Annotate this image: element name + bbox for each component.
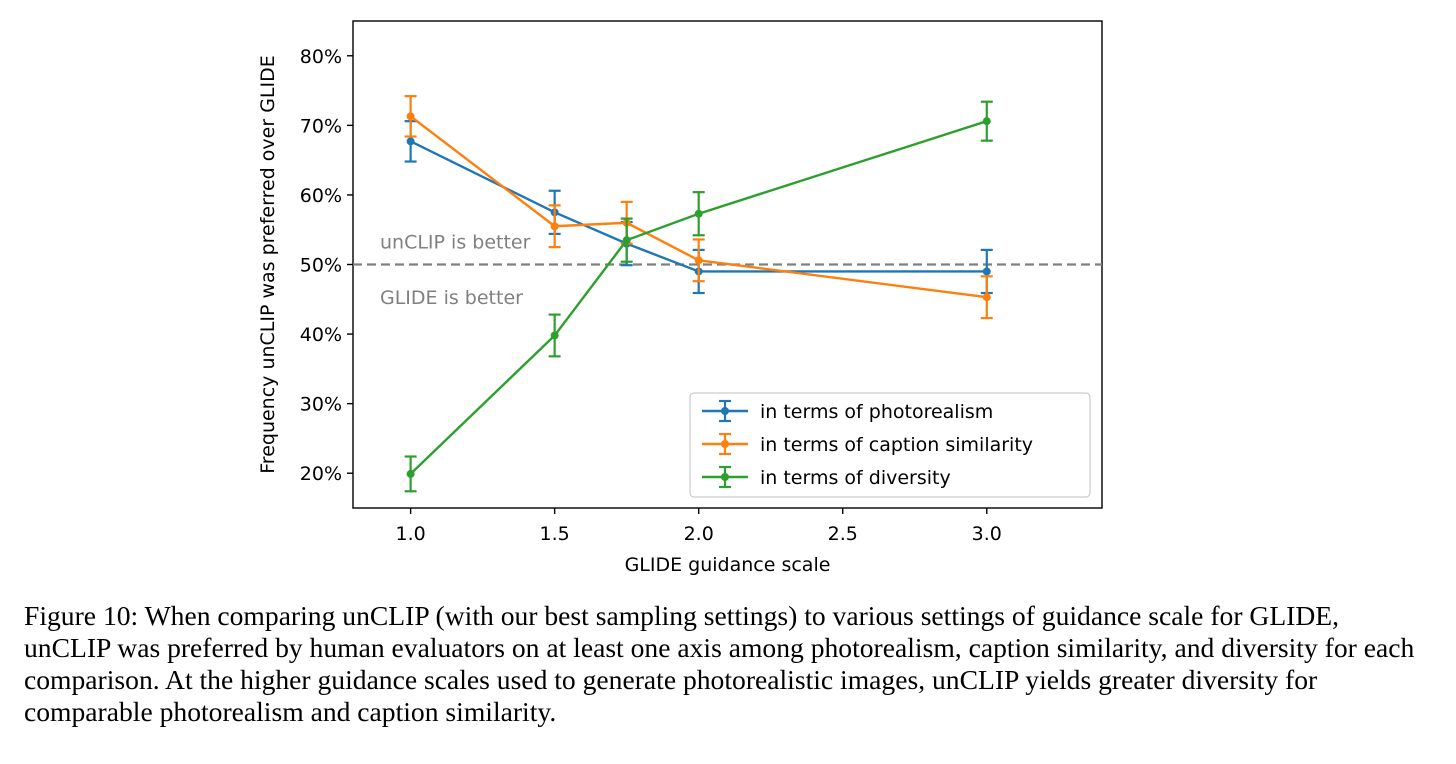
chart: 20% 30% 40% 50% 60% 70% 80% 1.0 1.5 2.0 2.5 3.0 GLID…	[257, 20, 1103, 576]
x-tick-label: 3.0	[972, 523, 1002, 545]
legend-box	[689, 392, 1091, 498]
y-tick-label: 50%	[300, 255, 342, 277]
legend-entry-label: in terms of diversity	[760, 467, 951, 489]
annotation-label: GLIDE is better	[380, 287, 523, 309]
figure-caption: Figure 10: When comparing unCLIP (with o…	[24, 600, 1415, 727]
x-tick-label: 2.0	[684, 523, 714, 545]
y-tick-label: 40%	[300, 324, 342, 346]
y-tick-label: 60%	[300, 185, 342, 207]
data-point	[550, 331, 559, 340]
x-tick-label: 1.0	[396, 523, 426, 545]
annotation-label: unCLIP is better	[380, 232, 531, 254]
legend-swatch-marker	[721, 440, 729, 448]
data-point	[694, 209, 703, 218]
x-axis-label: GLIDE guidance scale	[625, 554, 831, 576]
legend-entry-label: in terms of photorealism	[760, 401, 993, 423]
x-tick-label: 1.5	[540, 523, 570, 545]
data-point	[622, 236, 631, 245]
data-point	[982, 267, 991, 276]
y-tick-label: 30%	[300, 394, 342, 416]
data-point	[406, 469, 415, 478]
series-group	[404, 100, 993, 493]
legend-swatch-marker	[721, 407, 729, 415]
y-axis-label: Frequency unCLIP was preferred over GLID…	[257, 55, 279, 474]
data-point	[406, 112, 415, 121]
x-tick-label: 2.5	[828, 523, 858, 545]
y-tick-label: 80%	[300, 46, 342, 68]
y-tick-label: 20%	[300, 463, 342, 485]
data-point	[406, 137, 415, 146]
data-point	[550, 222, 559, 231]
y-tick-label: 70%	[300, 115, 342, 137]
data-point	[694, 256, 703, 265]
legend-swatch-marker	[721, 473, 729, 481]
data-point	[982, 293, 991, 302]
legend: in terms of photorealism in terms of capt…	[689, 392, 1091, 498]
legend-entry-label: in terms of caption similarity	[760, 434, 1033, 456]
data-point	[982, 117, 991, 126]
